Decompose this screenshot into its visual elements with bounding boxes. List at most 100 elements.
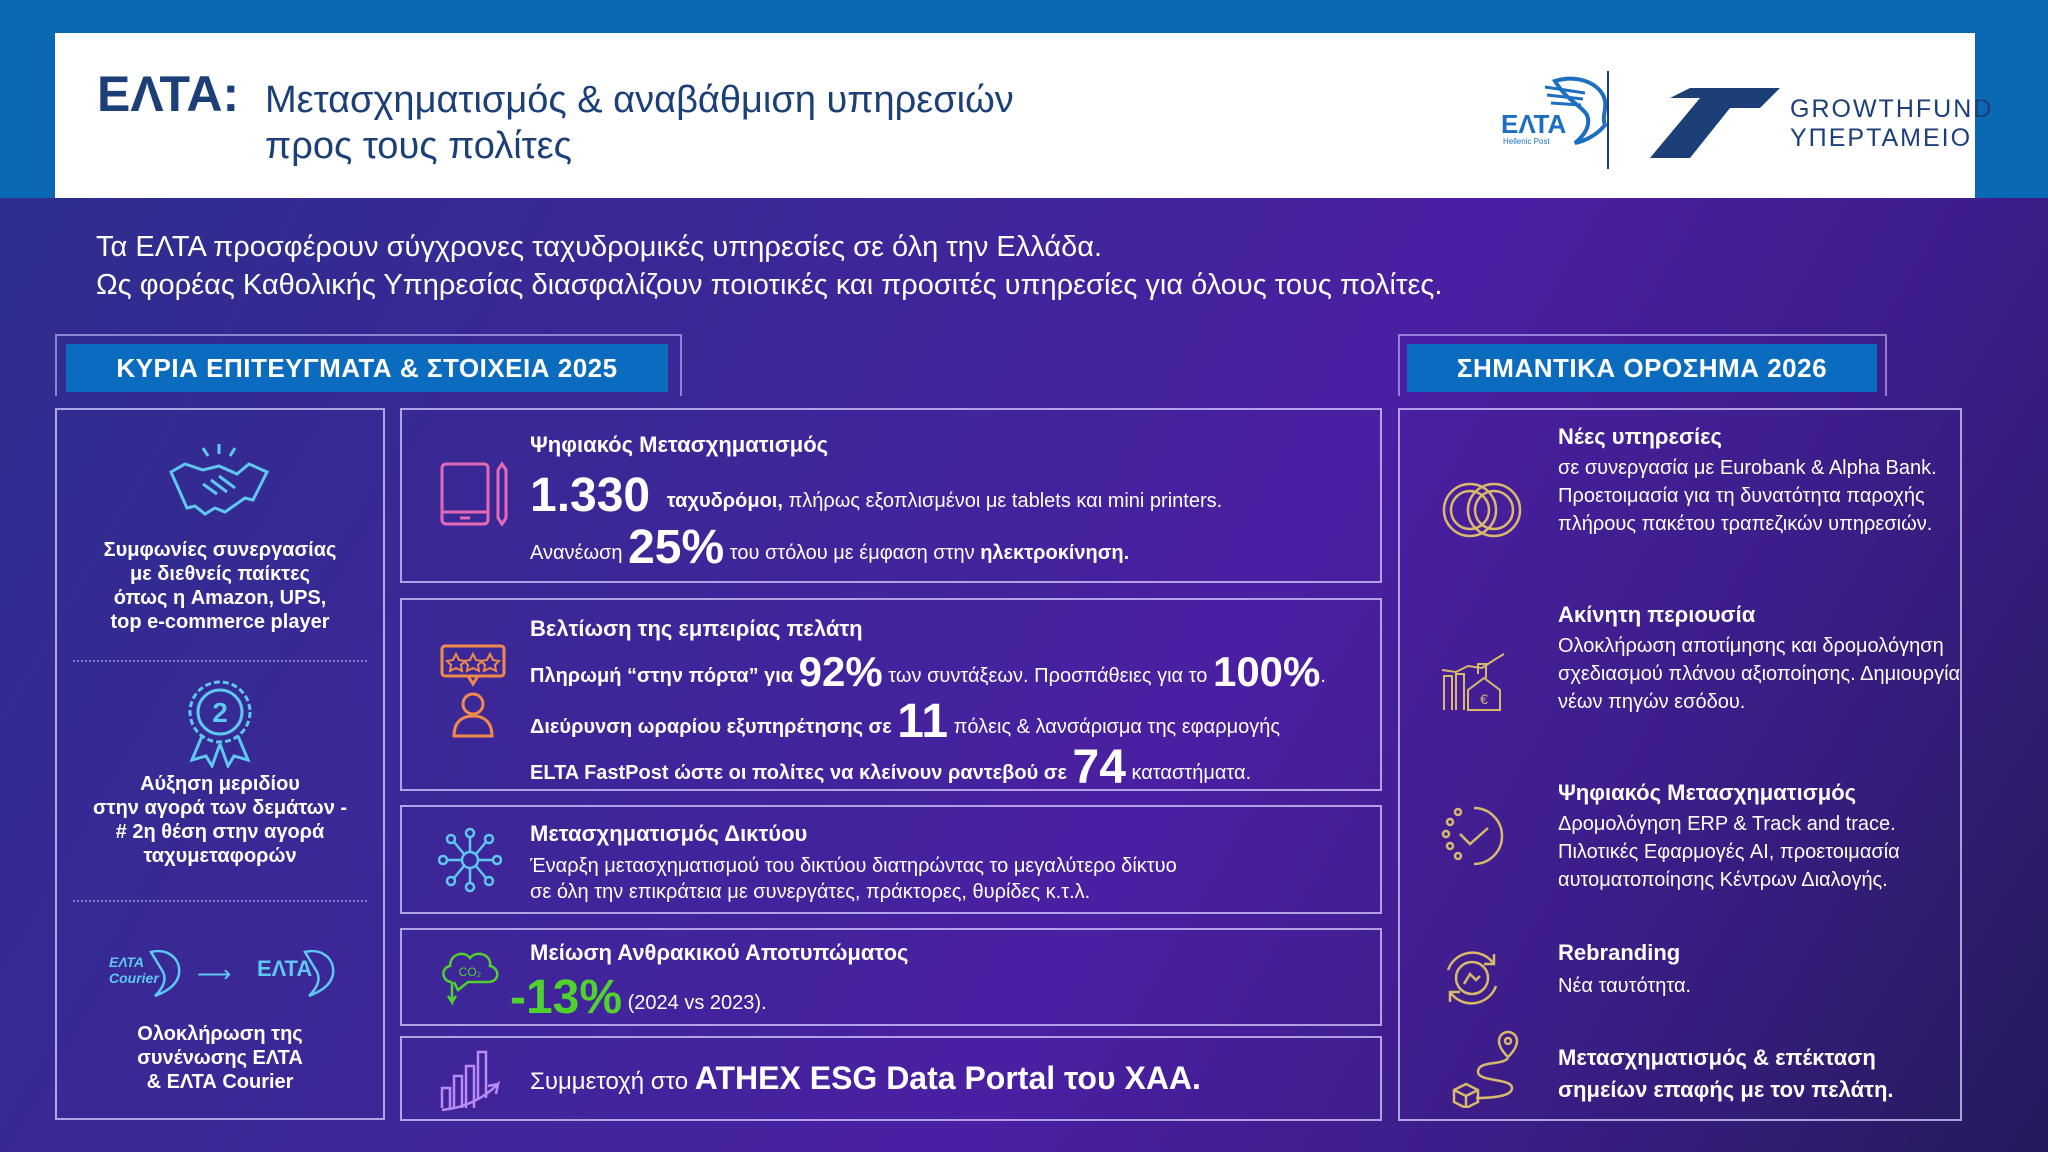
card-title: Βελτίωση της εμπειρίας πελάτη (530, 616, 863, 641)
elta-courier-merge-logos: ΕΛΤΑ Courier ⟶ ΕΛΤΑ (107, 948, 337, 1008)
milestone-body: Ολοκλήρωση αποτίμησης και δρομολόγηση σχ… (1558, 635, 1961, 713)
real-estate-chart-icon: € (1441, 653, 1505, 711)
text-line: Συμφωνίες συνεργασίας (103, 539, 337, 561)
target-percent: 100% (1212, 648, 1321, 695)
svg-text:€: € (1480, 691, 1488, 707)
brand-title: ΕΛΤΑ: (97, 66, 240, 122)
carbon-reduction-value: -13% (510, 971, 623, 1024)
award-badge-icon: 2 (188, 680, 252, 768)
header: ΕΛΤΑ: Μετασχηματισμός & αναβάθμιση υπηρε… (55, 33, 1991, 198)
left-section-title: ΚΥΡΙΑ ΕΠΙΤΕΥΓΜΑΤΑ & ΣΤΟΙΧΕΙΑ 2025 (66, 344, 668, 392)
intro-line: Τα ΕΛΤΑ προσφέρουν σύγχρονες ταχυδρομικέ… (96, 231, 1103, 263)
fleet-percent: 25% (628, 521, 725, 574)
partnerships-text: Συμφωνίες συνεργασίας με διεθνείς παίκτε… (57, 538, 383, 634)
fastpost-line: ELTA FastPost ώστε οι πολίτες να κλείνου… (530, 740, 1251, 795)
right-section-title: ΣΗΜΑΝΤΙΚΑ ΟΡΟΣΗΜΑ 2026 (1407, 344, 1877, 392)
esg-portal-text: ATHEX ESG Data Portal του ΧΑΑ. (694, 1060, 1201, 1096)
linked-rings-icon (1442, 482, 1522, 538)
fleet-line: Ανανέωση 25% του στόλου με έμφαση στην η… (530, 520, 1129, 575)
dotted-divider (73, 900, 367, 902)
text: καταστήματα. (1125, 762, 1252, 784)
elta-logo-text: ΕΛΤΑ (1501, 109, 1567, 139)
text-line: σε όλη την επικράτεια με συνεργάτες, πρά… (530, 881, 1091, 903)
co2-cloud-icon: CO₂ (442, 952, 499, 1007)
handshake-icon (169, 444, 270, 516)
text: ταχυδρόμοι, (666, 490, 783, 512)
rebranding-icon (1446, 951, 1498, 1005)
customer-experience-card: Βελτίωση της εμπειρίας πελάτη Πληρωμή “σ… (400, 598, 1382, 794)
network-nodes-icon (438, 827, 502, 893)
text: Πληρωμή “στην πόρτα” για (530, 665, 799, 687)
logo-text: ΕΛΤΑ (109, 954, 145, 970)
milestones-column: Νέες υπηρεσίες σε συνεργασία με Eurobank… (1398, 408, 1962, 1121)
milestone-title: Rebranding (1558, 940, 1681, 965)
postmen-line: 1.330 ταχυδρόμοι, πλήρως εξοπλισμένοι με… (530, 468, 1222, 523)
tablet-pen-icon (440, 461, 508, 527)
card-title: Ψηφιακός Μετασχηματισμός (530, 432, 829, 457)
dotted-divider (73, 660, 367, 662)
badge-number: 2 (212, 697, 228, 728)
text-line: όπως η Amazon, UPS, (113, 587, 327, 609)
network-card: Μετασχηματισμός Δικτύου Έναρξη μετασχημα… (400, 805, 1382, 914)
text-line: # 2η θέση στην αγορά (115, 821, 325, 843)
milestone-body: Δρομολόγηση ERP & Track and trace. Πιλοτ… (1558, 813, 1900, 891)
pension-percent: 92% (798, 648, 883, 695)
text: Διεύρυνση ωραρίου εξυπηρέτησης σε (530, 716, 898, 738)
growth-chart-icon (440, 1050, 501, 1112)
hours-line: Διεύρυνση ωραρίου εξυπηρέτησης σε 11 πόλ… (530, 694, 1280, 749)
right-section-frame (1398, 334, 1887, 396)
growthfund-logo-icon (1650, 88, 1780, 158)
elta-logo-sub: Hellenic Post (1503, 137, 1550, 146)
text-line: με διεθνείς παίκτες (130, 563, 310, 585)
text: των συντάξεων. Προσπάθειες για το (882, 665, 1213, 687)
rating-customer-icon (440, 644, 506, 738)
esg-line: Συμμετοχή στο ATHEX ESG Data Portal του … (530, 1060, 1201, 1097)
text: ηλεκτροκίνηση. (980, 542, 1130, 564)
milestone-title: Ψηφιακός Μετασχηματισμός (1558, 780, 1857, 805)
text-line: & ΕΛΤΑ Courier (146, 1071, 294, 1093)
text: . (1320, 665, 1326, 687)
elta-logo-small: ΕΛΤΑ (257, 956, 313, 981)
text: ELTA FastPost ώστε οι πολίτες να κλείνου… (530, 762, 1073, 784)
progress-check-icon (1441, 806, 1504, 866)
logo-text: Courier (109, 970, 159, 986)
digital-transformation-card: Ψηφιακός Μετασχηματισμός 1.330 ταχυδρόμο… (400, 408, 1382, 583)
co2-label: CO₂ (459, 965, 482, 979)
card-title: Μετασχηματισμός Δικτύου (530, 821, 808, 846)
card-title: Μείωση Ανθρακικού Αποτυπώματος (530, 940, 909, 965)
milestone-title: Μετασχηματισμός & επέκταση σημείων επαφή… (1558, 1045, 1894, 1102)
elta-courier-logo: ΕΛΤΑ Courier (109, 954, 159, 986)
growthfund-logo-text: GROWTHFUND ΥΠΕΡΤΑΜΕΙΟ (1790, 95, 1993, 153)
text: πλήρως εξοπλισμένοι με tablets και mini … (782, 490, 1223, 512)
market-share-text: Αύξηση μεριδίου στην αγορά των δεμάτων -… (57, 772, 383, 868)
text-line: Αύξηση μεριδίου (140, 773, 300, 795)
left-section-frame (55, 334, 682, 396)
merger-text: Ολοκλήρωση της συνένωσης ΕΛΤΑ & ΕΛΤΑ Cou… (57, 1022, 383, 1094)
gf-line: ΥΠΕΡΤΑΜΕΙΟ (1790, 124, 1973, 152)
milestone-body: Νέα ταυτότητα. (1558, 975, 1692, 997)
esg-card: Συμμετοχή στο ATHEX ESG Data Portal του … (400, 1036, 1382, 1121)
cities-count: 11 (897, 695, 949, 748)
milestone-title: Ακίνητη περιουσία (1558, 602, 1756, 627)
intro-line: Ως φορέας Καθολικής Υπηρεσίας διασφαλίζο… (96, 269, 1443, 301)
carbon-line: -13% (2024 vs 2023). (510, 970, 767, 1025)
title-line: Μετασχηματισμός & αναβάθμιση υπηρεσιών (265, 79, 1014, 121)
text: Συμμετοχή στο (530, 1068, 695, 1095)
stores-count: 74 (1072, 741, 1126, 794)
hermes-head-icon (303, 949, 335, 998)
delivery-route-icon (1452, 1030, 1519, 1108)
text: Ανανέωση (530, 542, 629, 564)
text-line: συνένωσης ΕΛΤΑ (137, 1047, 303, 1069)
achievements-column: Συμφωνίες συνεργασίας με διεθνείς παίκτε… (55, 408, 385, 1120)
logo-divider (1607, 71, 1609, 169)
gf-line: GROWTHFUND (1790, 95, 1994, 123)
hermes-head-icon (149, 949, 181, 998)
text: πόλεις & λανσάρισμα της εφαρμογής (948, 716, 1280, 738)
text-line: στην αγορά των δεμάτων - (92, 797, 348, 819)
pension-line: Πληρωμή “στην πόρτα” για 92% των συντάξε… (530, 648, 1326, 696)
page-title: Μετασχηματισμός & αναβάθμιση υπηρεσιών π… (265, 77, 1265, 169)
intro-text: Τα ΕΛΤΑ προσφέρουν σύγχρονες ταχυδρομικέ… (96, 228, 1442, 304)
milestone-title: Νέες υπηρεσίες (1558, 424, 1722, 449)
text: του στόλου με έμφαση στην (724, 542, 981, 564)
text-line: Έναρξη μετασχηματισμού του δικτύου διατη… (530, 855, 1177, 877)
